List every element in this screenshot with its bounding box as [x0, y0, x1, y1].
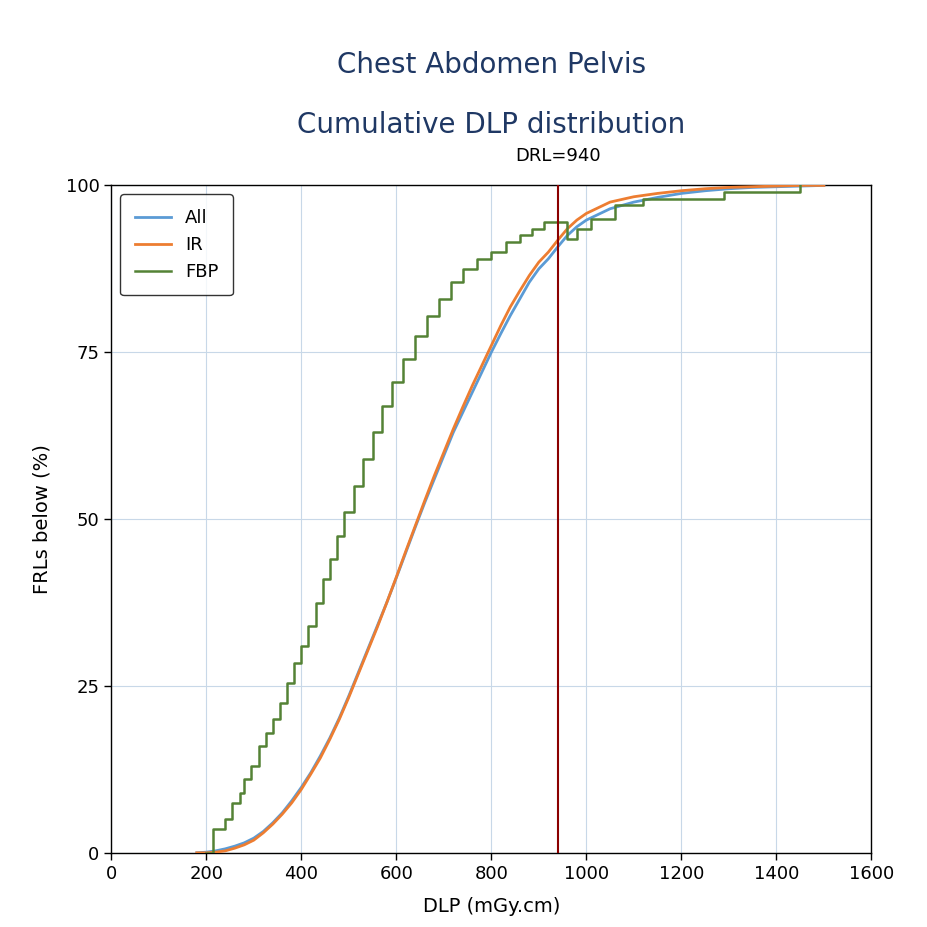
Text: DRL=940: DRL=940	[515, 147, 601, 165]
Legend: All, IR, FBP: All, IR, FBP	[121, 195, 233, 296]
Text: Chest Abdomen Pelvis: Chest Abdomen Pelvis	[337, 51, 646, 79]
Text: Cumulative DLP distribution: Cumulative DLP distribution	[298, 111, 685, 139]
Y-axis label: FRLs below (%): FRLs below (%)	[32, 444, 52, 594]
X-axis label: DLP (mGy.cm): DLP (mGy.cm)	[423, 896, 560, 916]
